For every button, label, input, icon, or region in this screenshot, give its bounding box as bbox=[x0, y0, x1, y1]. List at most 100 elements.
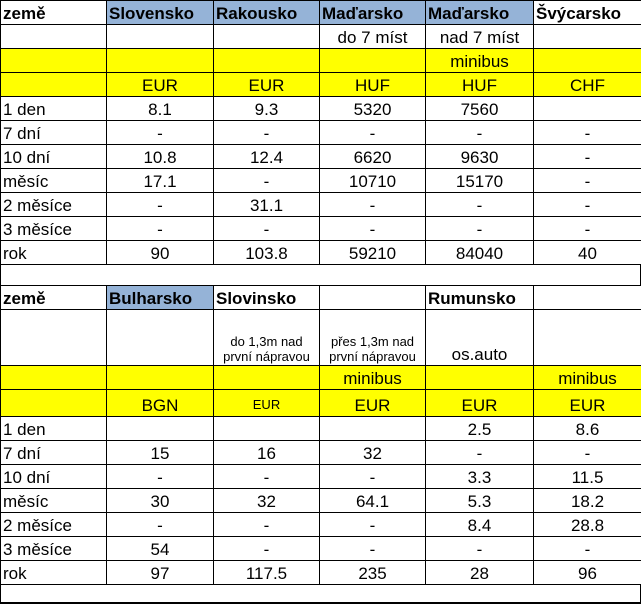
currency-cell[interactable]: CHF bbox=[533, 72, 641, 97]
vehicle-type-cell[interactable] bbox=[319, 48, 426, 73]
period-label[interactable]: 3 měsíce bbox=[0, 216, 107, 241]
currency-cell[interactable]: EUR bbox=[533, 389, 641, 417]
vehicle-type-cell[interactable] bbox=[106, 365, 214, 390]
price-cell[interactable]: 32 bbox=[319, 440, 426, 465]
price-cell[interactable]: - bbox=[106, 216, 214, 241]
price-cell[interactable]: 30 bbox=[106, 488, 214, 513]
price-cell[interactable] bbox=[319, 416, 426, 441]
currency-cell[interactable]: EUR bbox=[213, 389, 320, 417]
price-cell[interactable]: - bbox=[213, 536, 320, 561]
subheader-axle-high[interactable]: přes 1,3m nad první nápravou bbox=[319, 309, 426, 366]
price-cell[interactable]: 235 bbox=[319, 560, 426, 585]
price-cell[interactable]: - bbox=[533, 168, 641, 193]
currency-cell[interactable] bbox=[0, 72, 107, 97]
vehicle-type-cell[interactable] bbox=[425, 365, 534, 390]
subheader-cell[interactable] bbox=[213, 24, 320, 49]
price-cell[interactable]: 15170 bbox=[425, 168, 534, 193]
price-cell[interactable]: - bbox=[533, 440, 641, 465]
price-cell[interactable] bbox=[213, 416, 320, 441]
period-label[interactable]: 2 měsíce bbox=[0, 512, 107, 537]
subheader-cell[interactable] bbox=[0, 24, 107, 49]
period-label[interactable]: 7 dní bbox=[0, 120, 107, 145]
price-cell[interactable]: 9630 bbox=[425, 144, 534, 169]
price-cell[interactable]: 54 bbox=[106, 536, 214, 561]
period-label[interactable]: rok bbox=[0, 560, 107, 585]
price-cell[interactable]: - bbox=[213, 464, 320, 489]
subheader-osauto[interactable]: os.auto bbox=[425, 309, 534, 366]
period-label[interactable]: 7 dní bbox=[0, 440, 107, 465]
period-label[interactable]: měsíc bbox=[0, 488, 107, 513]
price-cell[interactable]: - bbox=[213, 120, 320, 145]
price-cell[interactable]: 15 bbox=[106, 440, 214, 465]
currency-cell[interactable] bbox=[0, 389, 107, 417]
price-cell[interactable]: 97 bbox=[106, 560, 214, 585]
country-header-blank[interactable] bbox=[319, 285, 426, 310]
price-cell[interactable]: 12.4 bbox=[213, 144, 320, 169]
price-cell[interactable]: 6620 bbox=[319, 144, 426, 169]
vehicle-type-cell[interactable]: minibus bbox=[319, 365, 426, 390]
vehicle-type-cell[interactable] bbox=[213, 365, 320, 390]
vehicle-type-cell[interactable]: minibus bbox=[533, 365, 641, 390]
price-cell[interactable] bbox=[533, 96, 641, 121]
country-header-bulharsko[interactable]: Bulharsko bbox=[106, 285, 214, 310]
price-cell[interactable]: - bbox=[319, 192, 426, 217]
subheader-cell[interactable] bbox=[106, 309, 214, 366]
price-cell[interactable]: 5320 bbox=[319, 96, 426, 121]
price-cell[interactable]: - bbox=[319, 216, 426, 241]
subheader-cell[interactable] bbox=[106, 24, 214, 49]
currency-cell[interactable]: EUR bbox=[213, 72, 320, 97]
price-cell[interactable]: 32 bbox=[213, 488, 320, 513]
period-label[interactable]: 10 dní bbox=[0, 144, 107, 169]
price-cell[interactable]: - bbox=[425, 440, 534, 465]
price-cell[interactable]: - bbox=[319, 120, 426, 145]
period-label[interactable]: rok bbox=[0, 240, 107, 265]
price-cell[interactable]: 2.5 bbox=[425, 416, 534, 441]
vehicle-type-cell[interactable] bbox=[0, 365, 107, 390]
vehicle-type-cell[interactable]: minibus bbox=[425, 48, 534, 73]
price-cell[interactable]: - bbox=[533, 192, 641, 217]
period-label[interactable]: měsíc bbox=[0, 168, 107, 193]
price-cell[interactable] bbox=[106, 416, 214, 441]
price-cell[interactable]: - bbox=[319, 536, 426, 561]
price-cell[interactable]: - bbox=[425, 536, 534, 561]
country-header-madarsko-2[interactable]: Maďarsko bbox=[425, 0, 534, 25]
price-cell[interactable]: 28.8 bbox=[533, 512, 641, 537]
price-cell[interactable]: 8.1 bbox=[106, 96, 214, 121]
price-cell[interactable]: - bbox=[533, 144, 641, 169]
corner-cell[interactable]: země bbox=[0, 0, 107, 25]
price-cell[interactable]: 8.4 bbox=[425, 512, 534, 537]
subheader-cell[interactable] bbox=[0, 309, 107, 366]
country-header-svycarsko[interactable]: Švýcarsko bbox=[533, 0, 641, 25]
price-cell[interactable]: 9.3 bbox=[213, 96, 320, 121]
vehicle-type-cell[interactable] bbox=[533, 48, 641, 73]
price-cell[interactable]: 3.3 bbox=[425, 464, 534, 489]
price-cell[interactable]: - bbox=[213, 168, 320, 193]
price-cell[interactable]: - bbox=[425, 192, 534, 217]
period-label[interactable]: 2 měsíce bbox=[0, 192, 107, 217]
country-header-slovensko[interactable]: Slovensko bbox=[106, 0, 214, 25]
price-cell[interactable]: 40 bbox=[533, 240, 641, 265]
price-cell[interactable]: - bbox=[425, 216, 534, 241]
price-cell[interactable]: 7560 bbox=[425, 96, 534, 121]
currency-cell[interactable]: HUF bbox=[319, 72, 426, 97]
price-cell[interactable]: - bbox=[106, 464, 214, 489]
price-cell[interactable]: 8.6 bbox=[533, 416, 641, 441]
price-cell[interactable]: 96 bbox=[533, 560, 641, 585]
price-cell[interactable]: 5.3 bbox=[425, 488, 534, 513]
price-cell[interactable]: 28 bbox=[425, 560, 534, 585]
period-label[interactable]: 10 dní bbox=[0, 464, 107, 489]
period-label[interactable]: 3 měsíce bbox=[0, 536, 107, 561]
country-header-madarsko-1[interactable]: Maďarsko bbox=[319, 0, 426, 25]
price-cell[interactable]: 64.1 bbox=[319, 488, 426, 513]
subheader-cell[interactable] bbox=[533, 24, 641, 49]
price-cell[interactable]: 10710 bbox=[319, 168, 426, 193]
price-cell[interactable]: 84040 bbox=[425, 240, 534, 265]
price-cell[interactable]: - bbox=[106, 120, 214, 145]
price-cell[interactable]: 10.8 bbox=[106, 144, 214, 169]
vehicle-type-cell[interactable] bbox=[213, 48, 320, 73]
country-header-rumunsko[interactable]: Rumunsko bbox=[425, 285, 534, 310]
currency-cell[interactable]: EUR bbox=[106, 72, 214, 97]
price-cell[interactable]: 11.5 bbox=[533, 464, 641, 489]
price-cell[interactable]: 16 bbox=[213, 440, 320, 465]
subheader-cell[interactable]: do 7 míst bbox=[319, 24, 426, 49]
